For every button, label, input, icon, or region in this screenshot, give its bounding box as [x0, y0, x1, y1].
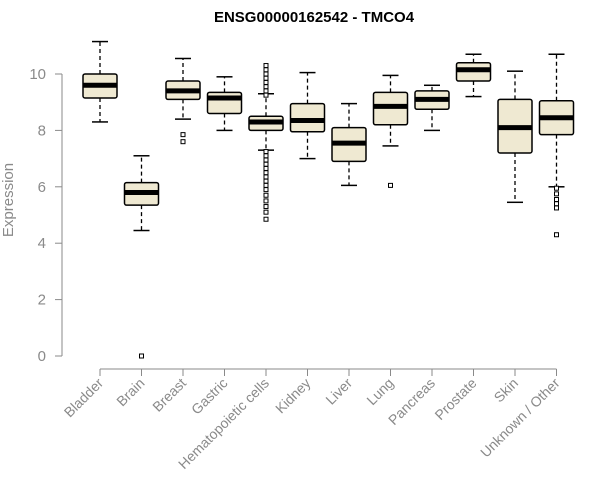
outlier-point — [554, 205, 559, 211]
box-iqr — [289, 102, 326, 133]
x-tick-label: Lung — [363, 375, 396, 408]
chart-title: ENSG00000162542 - TMCO4 — [214, 9, 415, 26]
box-prostate — [455, 53, 492, 98]
outlier-point — [554, 196, 559, 202]
x-tick-label: Skin — [491, 375, 522, 406]
outlier-point — [263, 192, 269, 198]
outlier-point — [263, 209, 269, 215]
outlier-point — [263, 198, 269, 204]
outlier-point — [263, 187, 269, 193]
outlier-point — [263, 182, 269, 188]
outlier-point — [263, 84, 269, 90]
outlier-point — [263, 204, 269, 210]
outlier-point — [554, 185, 559, 191]
outlier-point — [263, 165, 269, 171]
box-breast — [165, 57, 201, 145]
outlier-point — [554, 201, 559, 207]
outlier-point — [554, 232, 559, 238]
box-kidney — [289, 71, 326, 160]
y-tick-label: 10 — [29, 66, 46, 83]
outlier-point — [263, 178, 269, 184]
x-tick-label: Unknown / Other — [477, 375, 563, 461]
outlier-point — [554, 191, 559, 197]
box-skin — [497, 70, 533, 204]
outlier-point — [263, 67, 269, 73]
outlier-point — [263, 75, 269, 81]
box-gastric — [206, 76, 243, 132]
y-tick-label: 4 — [38, 235, 46, 252]
outlier-point — [180, 132, 186, 138]
outlier-point — [263, 161, 269, 167]
outlier-point — [263, 170, 269, 176]
box-brain — [123, 155, 160, 359]
box-liver — [331, 102, 367, 187]
y-axis-label: Expression — [0, 163, 17, 237]
outlier-point — [263, 63, 269, 69]
box-unknown-other — [538, 53, 575, 238]
y-tick-label: 2 — [38, 292, 46, 309]
outlier-point — [263, 174, 269, 180]
outlier-point — [263, 92, 269, 98]
x-tick-label: Prostate — [431, 375, 479, 423]
outlier-point — [180, 139, 186, 145]
x-tick-label: Bladder — [61, 375, 107, 421]
box-pancreas — [414, 84, 450, 132]
outlier-point — [263, 88, 269, 94]
x-tick-label: Liver — [322, 375, 355, 408]
outlier-point — [263, 71, 269, 77]
outlier-point — [263, 153, 269, 159]
outlier-point — [388, 182, 393, 188]
y-axis: 0 2 4 6 8 10 — [29, 66, 63, 365]
box-bladder — [82, 40, 118, 123]
outlier-point — [139, 353, 144, 359]
outlier-point — [263, 149, 269, 155]
box-lung — [372, 74, 409, 188]
y-tick-label: 8 — [38, 122, 46, 139]
x-tick-label: Kidney — [272, 375, 314, 417]
x-tick-label: Brain — [113, 375, 147, 409]
y-tick-label: 0 — [38, 348, 46, 365]
outlier-point — [263, 79, 269, 85]
outlier-point — [263, 216, 269, 222]
box-hematopoietic-cells — [248, 63, 284, 222]
y-tick-label: 6 — [38, 179, 46, 196]
x-tick-label: Breast — [149, 375, 189, 415]
plot-area — [82, 40, 575, 359]
outlier-point — [263, 157, 269, 163]
